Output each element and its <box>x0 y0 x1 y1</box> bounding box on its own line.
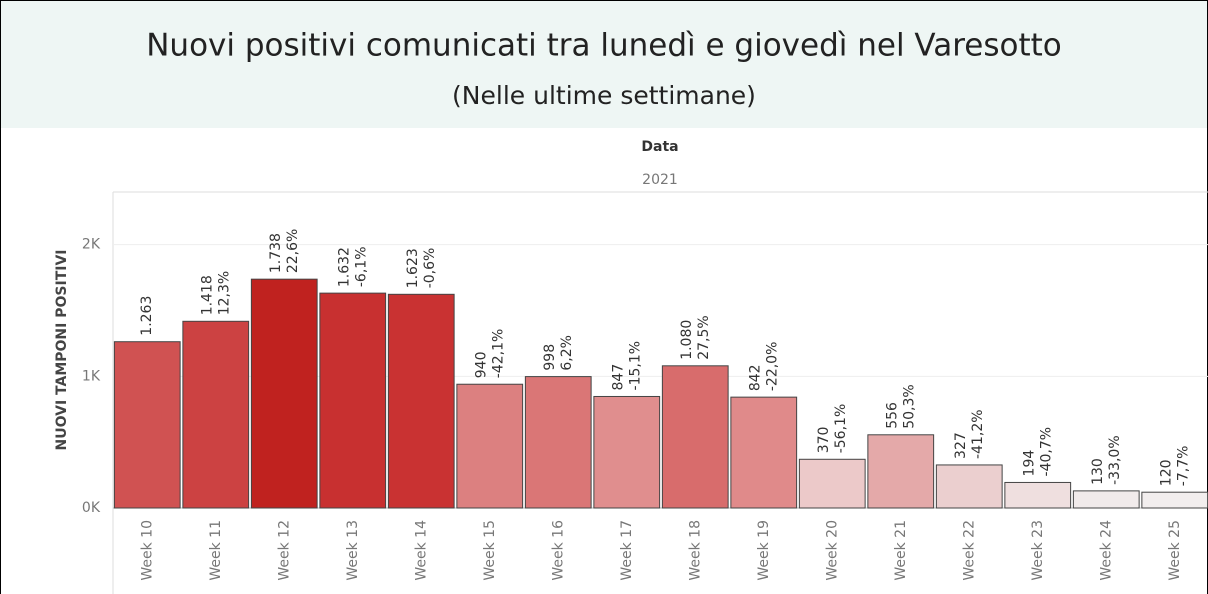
x-tick-label: Week 18 <box>687 520 703 581</box>
bar <box>524 376 592 509</box>
change-label: -7,7% <box>1176 446 1192 487</box>
x-tick-label: Week 25 <box>1167 520 1183 581</box>
x-tick-label: Week 23 <box>1030 520 1046 581</box>
change-label: 27,5% <box>696 315 712 359</box>
bar <box>319 292 387 509</box>
x-axis-title: Data <box>641 139 678 155</box>
bar <box>798 458 866 509</box>
value-label: 1.263 <box>139 296 155 336</box>
change-label: 50,3% <box>902 384 918 428</box>
y-axis-title: NUOVI TAMPONI POSITIVI <box>54 250 70 451</box>
chart-subtitle: (Nelle ultime settimane) <box>452 81 756 110</box>
value-label: 940 <box>474 351 490 378</box>
change-label: -6,1% <box>354 246 370 287</box>
x-tick-label: Week 13 <box>345 520 361 581</box>
bar <box>593 395 661 509</box>
bar <box>1141 491 1208 509</box>
bar <box>456 383 524 509</box>
value-label: 842 <box>748 364 764 391</box>
y-tick-label: 2K <box>82 237 101 253</box>
x-tick-label: Week 20 <box>824 520 840 581</box>
change-label: -33,0% <box>1107 435 1123 485</box>
x-tick-label: Week 10 <box>139 520 155 581</box>
change-label: -15,1% <box>628 341 644 391</box>
x-tick-label: Week 16 <box>550 520 566 581</box>
x-group-label: 2021 <box>642 172 678 188</box>
y-tick-label: 0K <box>82 500 101 516</box>
bar <box>730 396 798 509</box>
x-tick-label: Week 19 <box>756 520 772 581</box>
change-label: -40,7% <box>1039 427 1055 477</box>
change-label: 22,6% <box>285 229 301 273</box>
bar <box>1004 481 1072 509</box>
bar <box>867 434 935 509</box>
title-band <box>1 1 1207 128</box>
change-label: -0,6% <box>422 248 438 289</box>
bar <box>113 341 181 509</box>
change-label: -56,1% <box>833 404 849 454</box>
chart-title: Nuovi positivi comunicati tra lunedì e g… <box>146 28 1062 64</box>
bar <box>182 320 250 509</box>
change-label: -22,0% <box>765 342 781 392</box>
value-label: 327 <box>953 432 969 459</box>
bar <box>387 293 455 509</box>
value-label: 1.738 <box>268 233 284 273</box>
x-tick-label: Week 15 <box>482 520 498 581</box>
change-label: -41,2% <box>970 409 986 459</box>
change-label: 6,2% <box>559 335 575 371</box>
x-tick-label: Week 11 <box>208 520 224 581</box>
value-label: 998 <box>542 344 558 371</box>
value-label: 1.080 <box>679 320 695 360</box>
value-label: 847 <box>611 364 627 391</box>
x-tick-label: Week 14 <box>413 520 429 581</box>
change-label: 12,3% <box>217 271 233 315</box>
x-tick-label: Week 24 <box>1098 520 1114 581</box>
x-tick-label: Week 12 <box>276 520 292 581</box>
value-label: 1.418 <box>200 275 216 315</box>
x-tick-label: Week 17 <box>619 520 635 581</box>
bar <box>1072 490 1140 509</box>
value-label: 1.632 <box>337 247 353 287</box>
value-label: 130 <box>1090 458 1106 485</box>
value-label: 556 <box>885 402 901 429</box>
value-label: 120 <box>1159 459 1175 486</box>
bar <box>661 365 729 509</box>
bar <box>935 464 1003 509</box>
value-label: 370 <box>816 427 832 454</box>
x-tick-label: Week 22 <box>961 520 977 581</box>
value-label: 1.623 <box>405 248 421 288</box>
change-label: -42,1% <box>491 329 507 379</box>
x-tick-label: Week 21 <box>893 520 909 581</box>
bar <box>250 278 318 509</box>
y-tick-label: 1K <box>82 368 101 384</box>
value-label: 194 <box>1022 450 1038 477</box>
